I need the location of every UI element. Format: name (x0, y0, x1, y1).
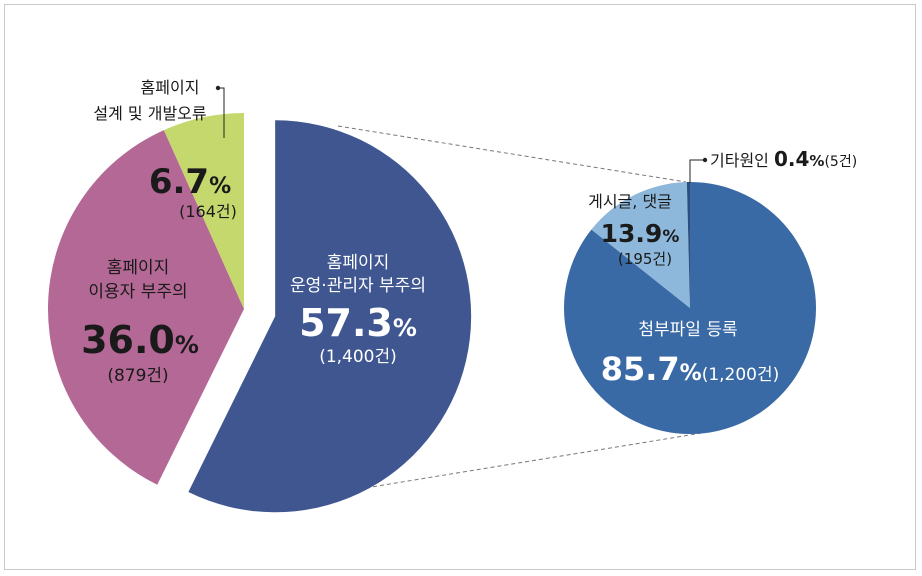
label-post-comment: 게시글, 댓글 13.9% (195건) (588, 192, 679, 268)
leader-other-causes (689, 157, 708, 183)
label-operator-percent: 57.3% (299, 301, 417, 345)
leader-design-error (215, 85, 225, 138)
main-pie (47, 113, 472, 513)
label-user-percent: 36.0% (81, 318, 199, 362)
label-user-line1: 홈페이지 (107, 258, 170, 278)
slice-post-comment (591, 182, 690, 308)
label-user-count: (879건) (107, 366, 168, 386)
label-post-name: 게시글, 댓글 (588, 192, 672, 211)
label-design-line1: 홈페이지 (141, 78, 200, 97)
label-design-line2: 설계 및 개발오류 (93, 104, 206, 123)
label-user-negligence: 홈페이지 이용자 부주의 36.0% (879건) (81, 258, 199, 386)
label-attachment-value: 85.7%(1,200건) (601, 350, 780, 388)
slice-attachment (564, 182, 817, 435)
label-post-count: (195건) (618, 250, 672, 268)
label-operator-line1: 홈페이지 (327, 253, 390, 273)
label-design-percent: 6.7% (149, 162, 231, 202)
label-user-line2: 이용자 부주의 (88, 282, 187, 302)
label-post-percent: 13.9% (601, 219, 680, 248)
zoom-guide-bottom (303, 432, 703, 499)
label-other-causes: 기타원인 0.4%(5건) (710, 147, 857, 171)
label-operator-negligence: 홈페이지 운영·관리자 부주의 57.3% (1,400건) (290, 253, 426, 367)
slice-user-negligence (47, 130, 244, 485)
label-design-count: (164건) (179, 202, 237, 221)
slice-design-error (163, 113, 244, 309)
breakdown-pie (564, 182, 817, 435)
label-attachment: 첨부파일 등록 85.7%(1,200건) (601, 320, 780, 388)
zoom-guide-top (337, 125, 687, 183)
label-attachment-name: 첨부파일 등록 (638, 320, 737, 340)
label-design-error: 6.7% (164건) 홈페이지 설계 및 개발오류 (93, 78, 236, 221)
label-operator-count: (1,400건) (319, 347, 397, 367)
slice-other-causes (686, 182, 690, 308)
label-other-value: 기타원인 0.4%(5건) (710, 147, 857, 171)
label-operator-line2: 운영·관리자 부주의 (290, 276, 426, 296)
slice-operator-negligence (188, 120, 472, 513)
